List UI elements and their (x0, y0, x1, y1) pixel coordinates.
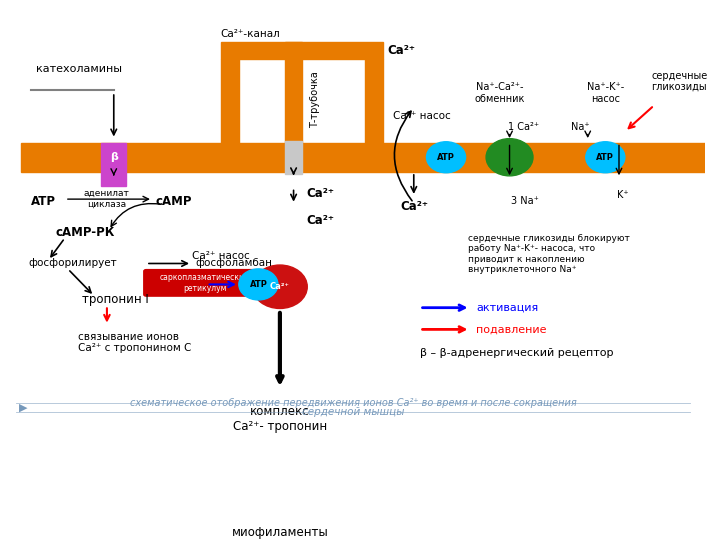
Text: связывание ионов
Ca²⁺ с тропонином С: связывание ионов Ca²⁺ с тропонином С (78, 332, 191, 353)
Bar (21, 143, 705, 172)
Text: Ca²⁺-канал: Ca²⁺-канал (220, 29, 280, 38)
Text: ATP: ATP (437, 153, 455, 162)
Text: схематическое отображение передвижения ионов Ca²⁺ во время и после сокращения: схематическое отображение передвижения и… (130, 398, 577, 408)
Circle shape (486, 139, 533, 176)
Text: сердечные
гликозиды: сердечные гликозиды (651, 71, 708, 92)
Text: Ca²⁺: Ca²⁺ (270, 282, 290, 291)
Text: ATP: ATP (596, 153, 614, 162)
Text: Ca²⁺: Ca²⁺ (387, 44, 415, 57)
Text: Т-трубочка: Т-трубочка (310, 71, 320, 128)
Bar (221, 42, 382, 59)
Bar (207, 467, 354, 517)
Bar (101, 143, 127, 186)
Text: активация: активация (477, 303, 539, 313)
Text: сердечной мышцы: сердечной мышцы (302, 407, 405, 417)
Text: ▶: ▶ (19, 403, 27, 413)
Text: Ca²⁺: Ca²⁺ (306, 187, 334, 200)
Text: cAMP-РК: cAMP-РК (55, 226, 114, 239)
Text: 1 Ca²⁺: 1 Ca²⁺ (508, 122, 539, 132)
FancyBboxPatch shape (143, 269, 266, 297)
Text: катехоламины: катехоламины (35, 64, 122, 74)
Bar (365, 59, 382, 143)
Text: β: β (110, 152, 117, 162)
Text: тропонин I: тропонин I (81, 293, 148, 306)
Text: Na⁺-Ca²⁺-
обменник: Na⁺-Ca²⁺- обменник (474, 82, 525, 104)
Text: Ca²⁺: Ca²⁺ (400, 200, 428, 213)
Bar (285, 42, 302, 143)
Text: cAMP: cAMP (156, 195, 192, 208)
Text: β – β-адренергический рецептор: β – β-адренергический рецептор (420, 348, 613, 357)
Text: подавление: подавление (477, 325, 546, 334)
Bar (221, 59, 239, 143)
Circle shape (239, 269, 278, 300)
Text: K⁺: K⁺ (617, 190, 629, 200)
Text: Ca²⁺ насос: Ca²⁺ насос (192, 251, 250, 261)
Text: саркоплазматический
ретикулум: саркоплазматический ретикулум (160, 273, 250, 293)
Text: Ca²⁺: Ca²⁺ (306, 213, 334, 227)
Text: аденилат
циклаза: аденилат циклаза (84, 189, 130, 208)
Text: Na⁺: Na⁺ (570, 122, 589, 132)
Text: ATP: ATP (249, 280, 267, 289)
Circle shape (426, 141, 466, 173)
Circle shape (253, 265, 307, 308)
Text: фосфоламбан: фосфоламбан (195, 259, 272, 268)
Text: фосфорилирует: фосфорилирует (29, 259, 117, 268)
Text: Ca²⁺ насос: Ca²⁺ насос (392, 111, 451, 121)
Text: комплекс
Ca²⁺- тропонин: комплекс Ca²⁺- тропонин (233, 404, 327, 433)
Text: 3 Na⁺: 3 Na⁺ (511, 197, 539, 206)
Text: Na⁺-K⁺-
насос: Na⁺-K⁺- насос (587, 82, 624, 104)
Text: сердечные гликозиды блокируют
работу Na⁺-K⁺- насоса, что
приводит к накоплению
в: сердечные гликозиды блокируют работу Na⁺… (469, 234, 631, 274)
Circle shape (586, 141, 625, 173)
Text: ATP: ATP (31, 195, 55, 208)
Bar (285, 141, 302, 173)
Text: миофиламенты: миофиламенты (232, 526, 328, 539)
